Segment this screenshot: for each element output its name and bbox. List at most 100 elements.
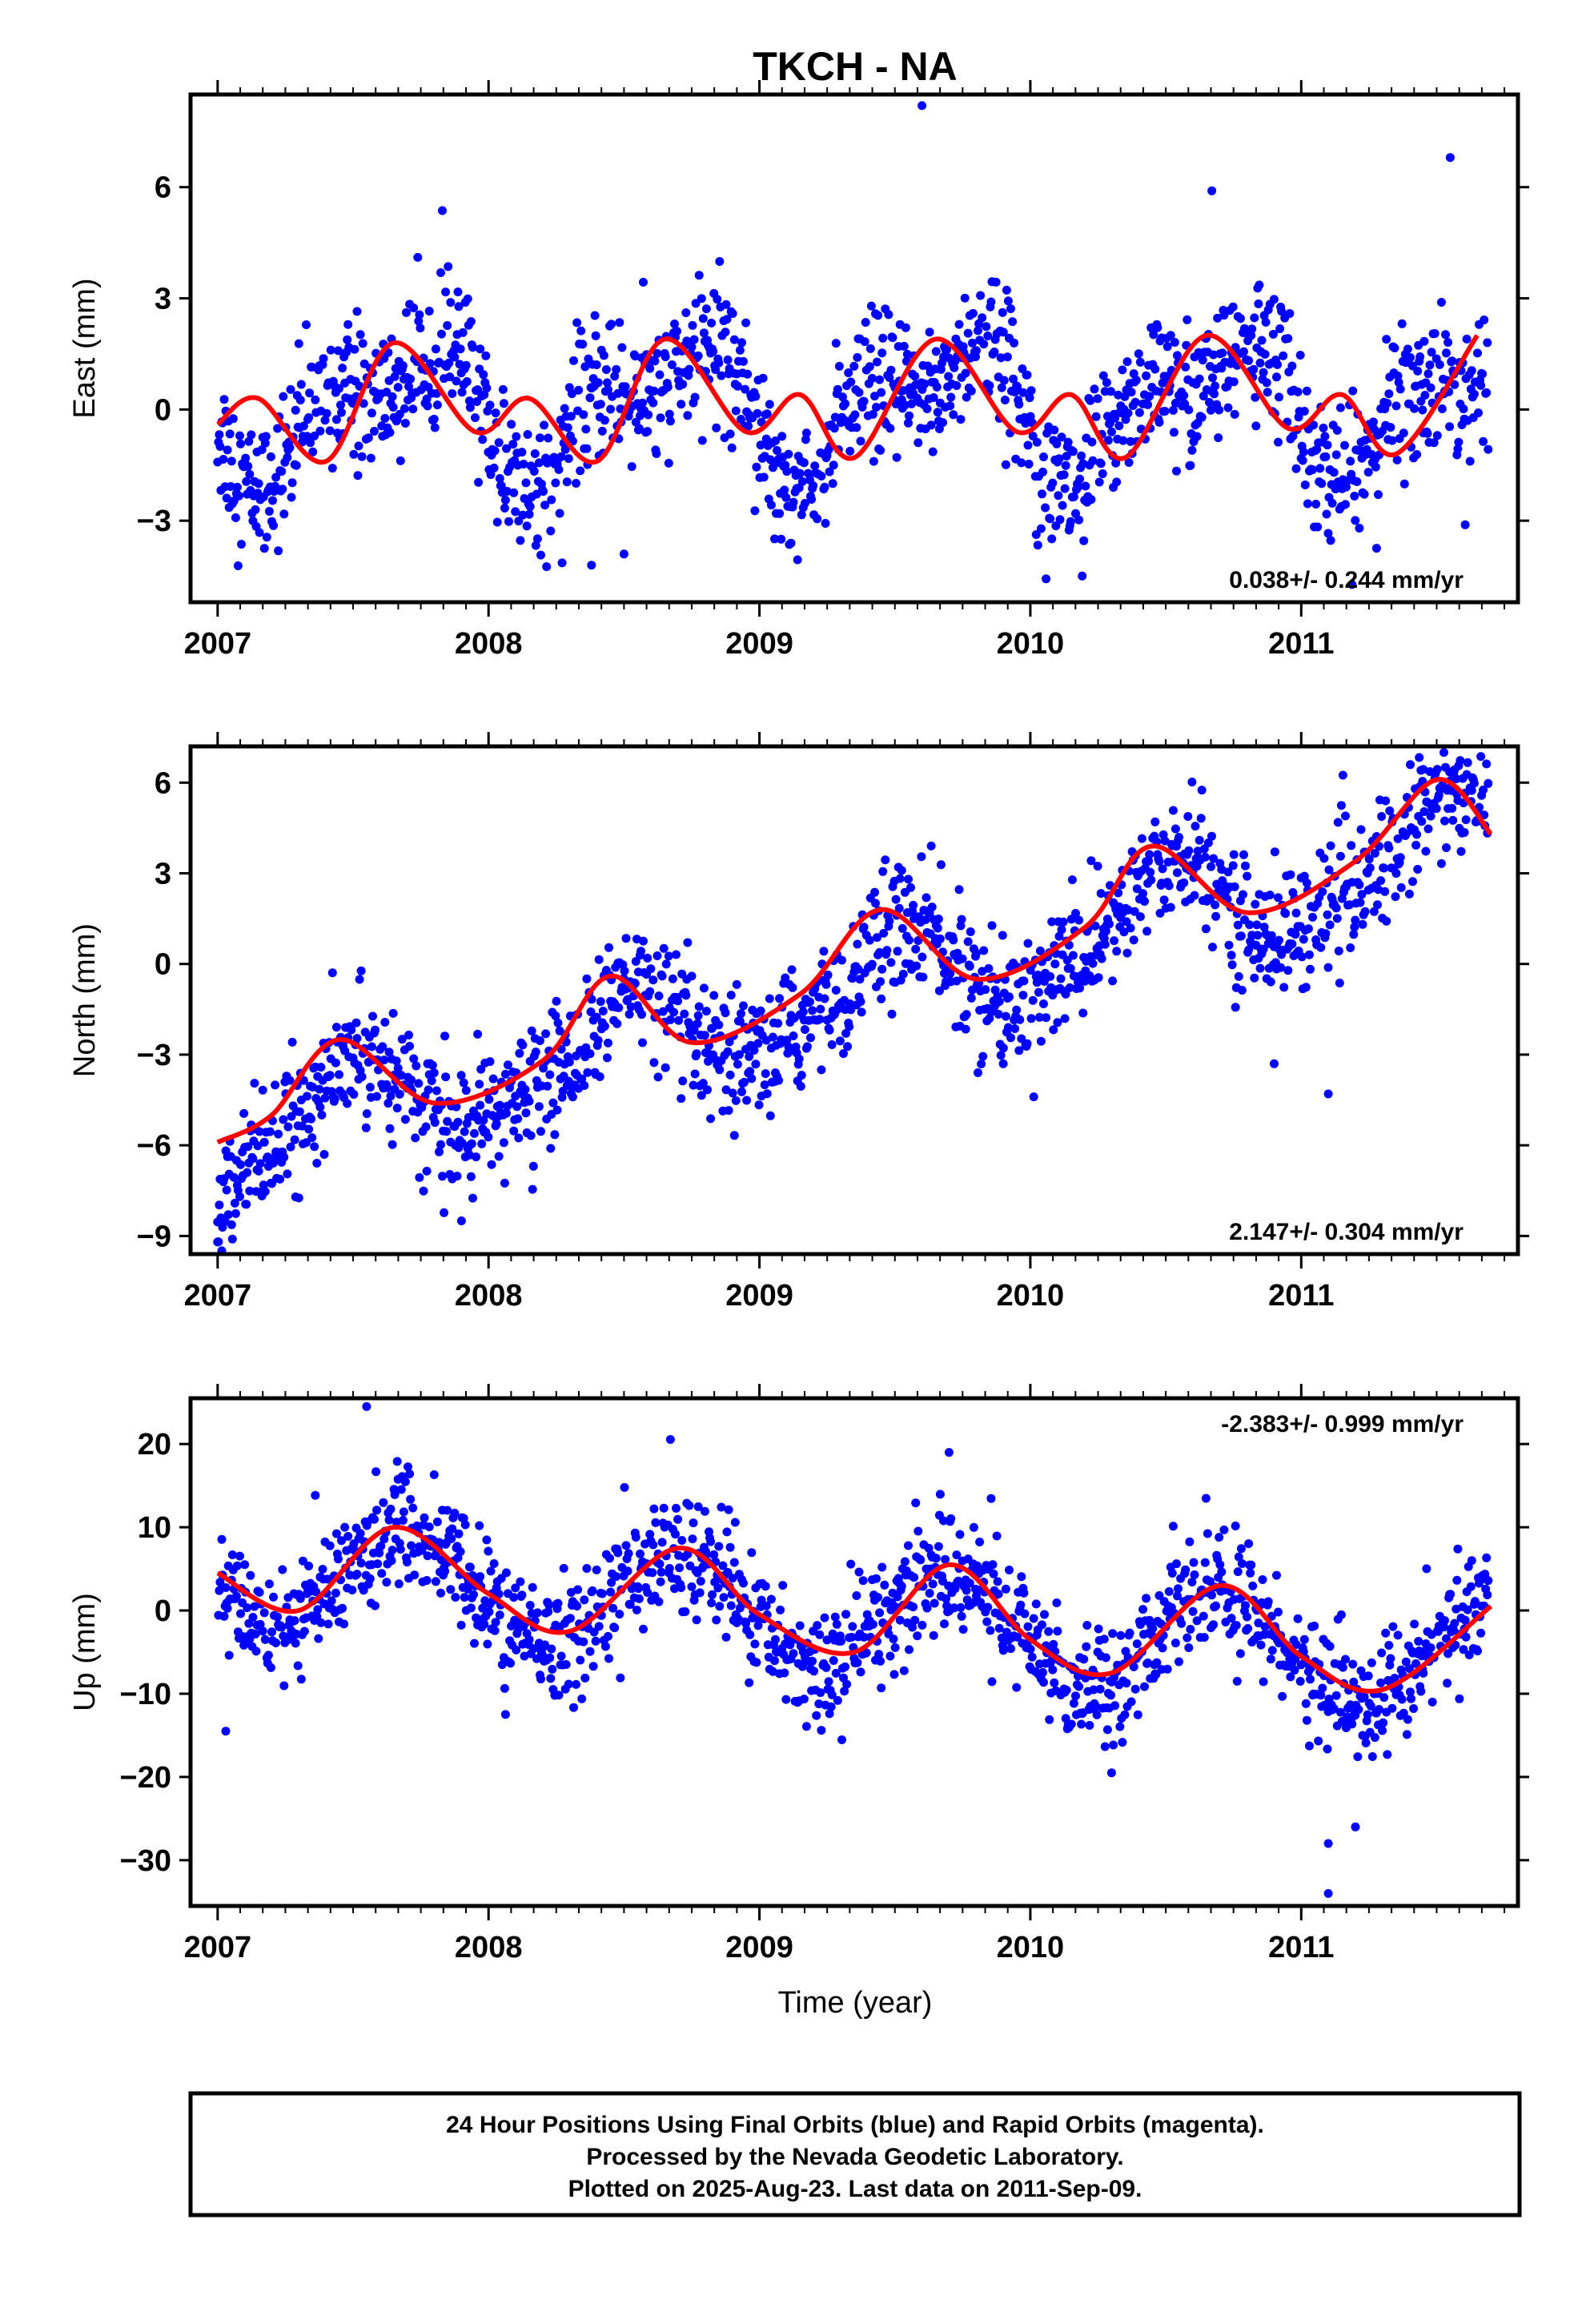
up-data-point [1323,1839,1333,1848]
up-data-point [299,1626,309,1636]
north-data-point [751,1059,761,1069]
east-data-point [525,502,535,512]
north-data-point [998,931,1007,940]
north-data-point [1323,910,1332,919]
east-data-point [612,364,621,374]
north-data-point [440,1031,450,1041]
up-data-point [407,1541,416,1550]
up-data-point [1142,1594,1151,1603]
up-data-point [631,1533,640,1542]
north-data-point [485,1057,495,1067]
up-data-point [1109,1740,1118,1750]
east-data-point [737,415,745,424]
north-data-point [513,1114,523,1124]
north-data-point [1421,846,1431,856]
up-data-point [833,1695,842,1705]
north-data-point [669,1007,678,1017]
north-data-point [1447,803,1457,813]
north-data-point [500,1178,509,1188]
up-data-point [1341,1655,1350,1664]
east-data-point [1247,331,1256,340]
north-data-point [1227,960,1237,970]
up-data-point [1302,1715,1311,1725]
north-data-point [1376,876,1386,886]
up-data-point [318,1565,327,1574]
east-data-point [1413,366,1423,376]
east-data-point [603,378,612,388]
up-data-point [1416,1687,1426,1696]
north-data-point [414,1079,424,1088]
east-data-point [599,351,608,360]
up-data-point [909,1573,919,1582]
up-data-point [956,1602,966,1612]
north-data-point [895,874,905,883]
north-data-point [352,1034,362,1043]
up-data-point [745,1630,755,1639]
up-data-point [816,1688,825,1698]
east-data-point [432,400,442,410]
north-data-point [1223,867,1233,877]
north-data-point [897,923,907,933]
north-data-point [1479,785,1488,794]
north-data-point [1146,875,1156,885]
north-data-point [689,1026,699,1035]
north-data-point [674,1015,684,1025]
north-data-point [331,1023,341,1032]
east-data-point [358,339,367,348]
up-data-point [1186,1625,1195,1634]
north-data-point [879,928,889,938]
north-data-point [362,1109,371,1119]
up-data-point [1233,1567,1243,1577]
east-data-point [500,496,510,505]
up-frame [188,1396,1520,1908]
north-data-point [1333,818,1343,827]
up-data-point [1048,1665,1058,1675]
east-data-point [367,408,376,418]
north-data-point [391,1056,401,1066]
north-y-tick-label: −3 [137,1039,171,1072]
north-data-point [912,961,921,971]
up-data-point [739,1578,748,1588]
east-data-point [739,356,748,366]
north-data-point [1239,850,1248,859]
north-data-point [1411,840,1421,850]
up-data-point [1215,1560,1225,1570]
north-data-point [248,1154,258,1164]
up-y-tick-label: 20 [138,1428,171,1462]
north-data-point [432,1086,441,1096]
up-data-point [1019,1588,1029,1598]
east-data-point [247,430,256,440]
up-data-point [795,1621,805,1630]
north-data-point [384,1047,394,1057]
up-data-point [1295,1677,1305,1686]
up-data-point [1459,1645,1468,1655]
north-y-tick-label: −6 [137,1129,171,1163]
east-data-point [766,501,776,510]
north-data-point [1018,991,1028,1000]
east-data-point [531,541,540,550]
east-data-point [251,505,260,514]
east-data-point [1106,387,1115,396]
north-data-point [598,1007,608,1015]
up-data-point [398,1516,408,1525]
up-x-tick-label: 2011 [1268,1931,1334,1964]
north-data-point [823,971,833,979]
east-data-point [476,344,485,354]
east-data-point [1319,423,1328,432]
up-data-point [1045,1715,1054,1724]
east-data-point [1474,408,1483,417]
north-data-point [1034,1012,1044,1022]
north-data-point [1270,847,1279,857]
east-data-point [619,549,628,559]
up-data-point [1100,1742,1110,1751]
up-data-point [962,1586,971,1595]
east-data-point [1340,440,1349,450]
north-data-point [1191,822,1200,831]
up-data-point [1467,1556,1476,1566]
east-data-point [315,426,325,436]
north-points-group [213,746,1493,1254]
north-data-point [509,1126,519,1136]
east-data-point [960,293,970,303]
north-data-point [495,1100,504,1110]
up-data-point [1243,1624,1253,1633]
